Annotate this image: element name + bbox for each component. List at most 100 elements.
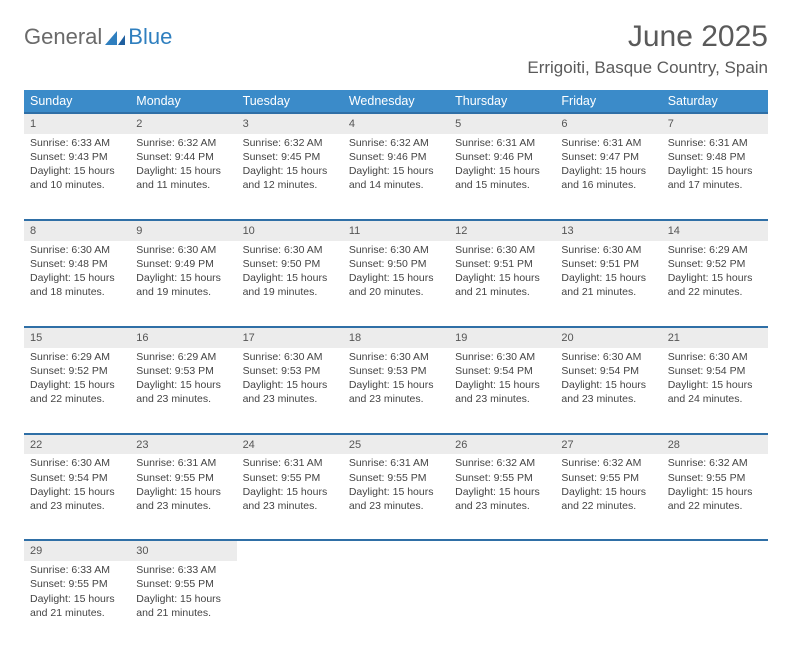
daylight-line-2: and 12 minutes. [243, 178, 337, 192]
day-number: 23 [130, 434, 236, 455]
sunset-text: Sunset: 9:54 PM [668, 364, 762, 378]
sunset-text: Sunset: 9:47 PM [561, 150, 655, 164]
sunrise-text: Sunrise: 6:29 AM [136, 350, 230, 364]
day-cell: Sunrise: 6:30 AMSunset: 9:50 PMDaylight:… [343, 241, 449, 327]
sunrise-text: Sunrise: 6:32 AM [561, 456, 655, 470]
logo-word-1: General [24, 24, 102, 50]
day-number: 20 [555, 327, 661, 348]
daylight-line-1: Daylight: 15 hours [30, 592, 124, 606]
sunset-text: Sunset: 9:48 PM [668, 150, 762, 164]
sunset-text: Sunset: 9:51 PM [455, 257, 549, 271]
col-friday: Friday [555, 90, 661, 113]
daylight-line-1: Daylight: 15 hours [349, 164, 443, 178]
empty-cell [449, 561, 555, 647]
title-block: June 2025 Errigoiti, Basque Country, Spa… [527, 20, 768, 78]
day-number: 2 [130, 113, 236, 134]
sunset-text: Sunset: 9:55 PM [561, 471, 655, 485]
sunset-text: Sunset: 9:48 PM [30, 257, 124, 271]
sunrise-text: Sunrise: 6:31 AM [455, 136, 549, 150]
sunset-text: Sunset: 9:53 PM [136, 364, 230, 378]
daylight-line-2: and 23 minutes. [455, 392, 549, 406]
daylight-line-1: Daylight: 15 hours [243, 271, 337, 285]
daylight-line-1: Daylight: 15 hours [455, 485, 549, 499]
daylight-line-1: Daylight: 15 hours [136, 164, 230, 178]
sunrise-text: Sunrise: 6:31 AM [136, 456, 230, 470]
empty-cell [555, 561, 661, 647]
daylight-line-1: Daylight: 15 hours [455, 378, 549, 392]
daylight-line-2: and 16 minutes. [561, 178, 655, 192]
sunrise-text: Sunrise: 6:33 AM [30, 136, 124, 150]
day-cell: Sunrise: 6:32 AMSunset: 9:55 PMDaylight:… [449, 454, 555, 540]
daylight-line-2: and 22 minutes. [668, 285, 762, 299]
daylight-line-2: and 23 minutes. [243, 499, 337, 513]
sunset-text: Sunset: 9:46 PM [455, 150, 549, 164]
sunrise-text: Sunrise: 6:30 AM [668, 350, 762, 364]
sunset-text: Sunset: 9:46 PM [349, 150, 443, 164]
day-content-row: Sunrise: 6:33 AMSunset: 9:55 PMDaylight:… [24, 561, 768, 647]
day-cell: Sunrise: 6:31 AMSunset: 9:48 PMDaylight:… [662, 134, 768, 220]
daylight-line-1: Daylight: 15 hours [455, 271, 549, 285]
day-number: 5 [449, 113, 555, 134]
daynum-row: 891011121314 [24, 220, 768, 241]
logo: General Blue [24, 24, 172, 50]
sunrise-text: Sunrise: 6:30 AM [561, 243, 655, 257]
daylight-line-1: Daylight: 15 hours [561, 485, 655, 499]
sunrise-text: Sunrise: 6:30 AM [349, 243, 443, 257]
daylight-line-2: and 23 minutes. [30, 499, 124, 513]
daynum-row: 2930 [24, 540, 768, 561]
day-cell: Sunrise: 6:30 AMSunset: 9:51 PMDaylight:… [449, 241, 555, 327]
sunset-text: Sunset: 9:54 PM [561, 364, 655, 378]
day-content-row: Sunrise: 6:30 AMSunset: 9:54 PMDaylight:… [24, 454, 768, 540]
day-cell: Sunrise: 6:29 AMSunset: 9:53 PMDaylight:… [130, 348, 236, 434]
daylight-line-1: Daylight: 15 hours [136, 378, 230, 392]
sunrise-text: Sunrise: 6:30 AM [349, 350, 443, 364]
sunset-text: Sunset: 9:51 PM [561, 257, 655, 271]
empty-cell [343, 540, 449, 561]
sunrise-text: Sunrise: 6:29 AM [668, 243, 762, 257]
empty-cell [662, 561, 768, 647]
day-content-row: Sunrise: 6:30 AM Sunset: 9:48 PM Daylight:… [24, 241, 768, 327]
daylight-line-2: and 21 minutes. [30, 606, 124, 620]
col-tuesday: Tuesday [237, 90, 343, 113]
day-number: 9 [130, 220, 236, 241]
day-number: 1 [24, 113, 130, 134]
logo-sail-icon [105, 31, 125, 45]
empty-cell [237, 561, 343, 647]
daylight-line-1: Daylight: 15 hours [136, 485, 230, 499]
sunrise-text: Sunrise: 6:31 AM [349, 456, 443, 470]
sunset-text: Sunset: 9:53 PM [349, 364, 443, 378]
sunset-text: Sunset: 9:49 PM [136, 257, 230, 271]
daylight-line-2: and 23 minutes. [136, 499, 230, 513]
sunrise-text: Sunrise: 6:31 AM [561, 136, 655, 150]
daylight-line-1: Daylight: 15 hours [561, 164, 655, 178]
day-cell: Sunrise: 6:30 AMSunset: 9:53 PMDaylight:… [237, 348, 343, 434]
sunrise-text: Sunrise: 6:33 AM [136, 563, 230, 577]
day-cell: Sunrise: 6:33 AMSunset: 9:55 PMDaylight:… [130, 561, 236, 647]
col-saturday: Saturday [662, 90, 768, 113]
sunset-text: Sunset: 9:54 PM [455, 364, 549, 378]
day-cell: Sunrise: 6:29 AMSunset: 9:52 PMDaylight:… [662, 241, 768, 327]
day-number: 8 [24, 220, 130, 241]
daynum-row: 22232425262728 [24, 434, 768, 455]
day-number: 24 [237, 434, 343, 455]
empty-cell [237, 540, 343, 561]
empty-cell [555, 540, 661, 561]
daylight-line-1: Daylight: 15 hours [136, 271, 230, 285]
daylight-line-2: and 19 minutes. [136, 285, 230, 299]
daylight-line-1: Daylight: 15 hours [668, 271, 762, 285]
daylight-line-1: Daylight: 15 hours [136, 592, 230, 606]
sunrise-text: Sunrise: 6:30 AM [455, 243, 549, 257]
daylight-line-1: Daylight: 15 hours [668, 378, 762, 392]
daylight-line-1: Daylight: 15 hours [243, 378, 337, 392]
empty-cell [343, 561, 449, 647]
day-number: 30 [130, 540, 236, 561]
calendar-table: Sunday Monday Tuesday Wednesday Thursday… [24, 90, 768, 647]
daylight-line-2: and 23 minutes. [349, 392, 443, 406]
day-cell: Sunrise: 6:32 AMSunset: 9:55 PMDaylight:… [662, 454, 768, 540]
day-number: 28 [662, 434, 768, 455]
sunset-text: Sunset: 9:54 PM [30, 471, 124, 485]
day-number: 18 [343, 327, 449, 348]
sunset-text: Sunset: 9:55 PM [243, 471, 337, 485]
day-cell: Sunrise: 6:30 AMSunset: 9:51 PMDaylight:… [555, 241, 661, 327]
sunset-text: Sunset: 9:50 PM [349, 257, 443, 271]
